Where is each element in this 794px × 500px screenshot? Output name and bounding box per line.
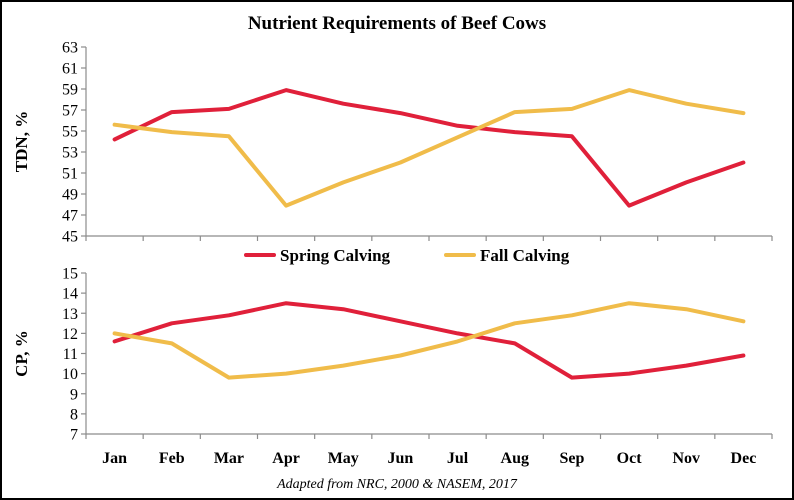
y-tick-label: 10	[62, 366, 78, 383]
x-tick-label: May	[328, 450, 359, 467]
y-tick-label: 51	[62, 166, 78, 183]
y-tick-label: 61	[62, 61, 78, 78]
y-tick-label: 7	[70, 427, 78, 444]
chart-panels: 45 47 49 51 53 55 57 59 61 63 TDN, % 7 8 9 10 11 12 13 14 1…	[12, 40, 773, 444]
y-tick-label: 49	[62, 187, 78, 204]
legend: Spring Calving Fall Calving	[244, 246, 570, 265]
series-line-spring-calving	[112, 88, 746, 208]
y-tick-label: 15	[62, 266, 78, 283]
y-tick-label: 8	[70, 406, 78, 423]
y-tick-label: 12	[62, 326, 78, 343]
chart-caption: Adapted from NRC, 2000 & NASEM, 2017	[276, 477, 518, 492]
y-tick-label: 57	[62, 103, 78, 120]
y-tick-label: 14	[62, 286, 78, 303]
series-line-spring-calving	[112, 301, 746, 380]
series-line-fall-calving	[112, 88, 746, 208]
chart-title: Nutrient Requirements of Beef Cows	[248, 13, 546, 34]
panel-1: 45 47 49 51 53 55 57 59 61 63 TDN, %	[12, 40, 773, 246]
y-tick-label: 53	[62, 145, 78, 162]
x-tick-label: Apr	[272, 450, 300, 467]
y-tick-label: 45	[62, 229, 78, 246]
series-line-fall-calving	[112, 301, 746, 380]
y-axis-label: TDN, %	[12, 111, 31, 172]
x-tick-label: Aug	[501, 450, 529, 467]
y-tick-label: 59	[62, 82, 78, 99]
y-tick-label: 47	[62, 208, 78, 225]
legend-label-fall-calving: Fall Calving	[480, 246, 570, 265]
x-tick-label: Jan	[102, 450, 127, 467]
x-tick-label: Sep	[559, 450, 584, 467]
y-axis-label: CP, %	[12, 330, 31, 377]
x-tick-label: Mar	[214, 450, 244, 467]
panel-2: 7 8 9 10 11 12 13 14 15 CP, %	[12, 266, 773, 444]
y-tick-label: 63	[62, 40, 78, 57]
x-tick-label: Dec	[731, 450, 757, 467]
x-tick-label: Feb	[159, 450, 185, 467]
x-axis-labels: Jan Feb Mar Apr May Jun Jul Aug Sep Oct Nov Dec	[102, 450, 756, 467]
y-tick-label: 13	[62, 306, 78, 323]
x-tick-label: Nov	[672, 450, 700, 467]
legend-label-spring-calving: Spring Calving	[280, 246, 391, 265]
x-tick-label: Jul	[447, 450, 469, 467]
x-tick-label: Jun	[388, 450, 414, 467]
x-tick-label: Oct	[617, 450, 643, 467]
y-tick-label: 9	[70, 386, 78, 403]
y-tick-label: 55	[62, 124, 78, 141]
y-tick-label: 11	[63, 346, 78, 363]
